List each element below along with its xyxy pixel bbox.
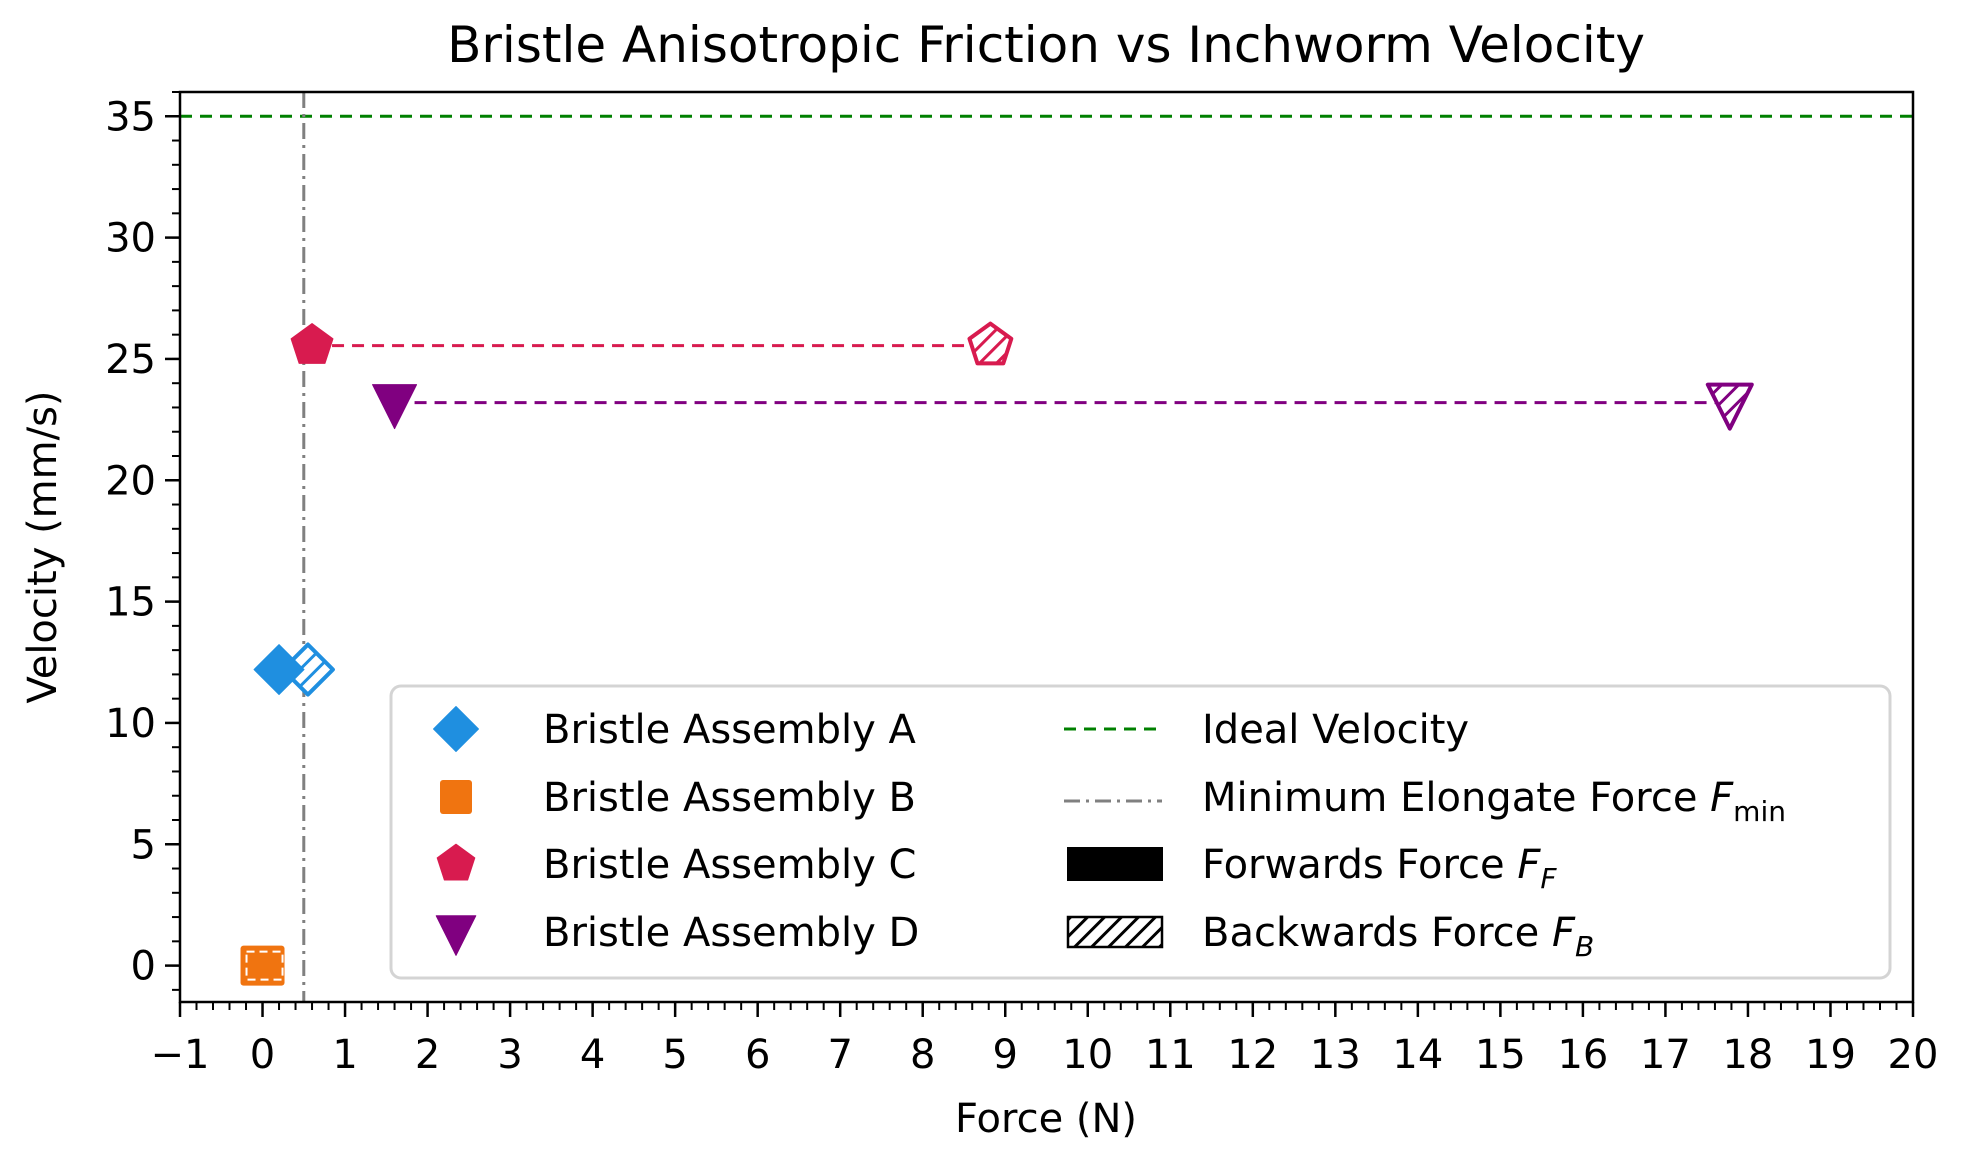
series-bristle-assembly-b: [240, 945, 285, 986]
x-tick-label: 10: [1062, 1032, 1113, 1078]
legend-label: Minimum Elongate Force Fmin: [1202, 775, 1786, 828]
series-bristle-assembly-c: [290, 321, 1014, 366]
forward-force-marker: [372, 384, 418, 430]
x-tick-label: 12: [1227, 1032, 1278, 1078]
legend-label: Bristle Assembly C: [543, 842, 916, 888]
legend-label: Backwards Force FB: [1202, 910, 1594, 963]
legend-label: Ideal Velocity: [1202, 707, 1469, 753]
plot-area: [180, 92, 1913, 1002]
x-tick-label: −1: [151, 1032, 210, 1078]
x-tick-label: 3: [497, 1032, 522, 1078]
y-tick-label: 35: [105, 94, 156, 140]
x-tick-label: 9: [993, 1032, 1018, 1078]
legend-box: [389, 684, 1892, 980]
series-bristle-assembly-d: [372, 382, 1754, 431]
x-tick-label: 8: [910, 1032, 935, 1078]
series-bristle-assembly-a: [253, 642, 335, 697]
legend-pentagon-icon: [436, 843, 476, 881]
y-tick-label: 5: [131, 822, 156, 868]
x-tick-label: 6: [745, 1032, 770, 1078]
legend: Bristle Assembly A Bristle Assembly B Bris…: [389, 684, 1892, 980]
legend-square-icon: [440, 780, 472, 814]
backward-force-marker: [1705, 382, 1754, 431]
forward-force-marker: [290, 323, 334, 364]
x-tick-label: 2: [415, 1032, 440, 1078]
x-tick-label: 15: [1475, 1032, 1526, 1078]
x-tick-label: 1: [332, 1032, 357, 1078]
forward-force-marker: [240, 945, 285, 986]
x-tick-label: 0: [250, 1032, 275, 1078]
y-axis: 0 5 10 15 20 25 30 35: [105, 91, 180, 991]
y-tick-label: 15: [105, 580, 156, 626]
x-tick-label: 19: [1805, 1032, 1856, 1078]
x-tick-label: 5: [662, 1032, 687, 1078]
axes-frame: [178, 90, 1915, 1004]
x-tick-label: 14: [1392, 1032, 1443, 1078]
forward-force-marker: [253, 644, 305, 696]
legend-label: Bristle Assembly A: [543, 707, 916, 753]
x-tick-label: 20: [1888, 1032, 1939, 1078]
y-tick-label: 30: [105, 216, 156, 262]
legend-label: Bristle Assembly B: [543, 775, 916, 821]
x-tick-label: 18: [1722, 1032, 1773, 1078]
legend-hatched-patch-icon: [1066, 915, 1164, 949]
backward-force-marker: [967, 321, 1014, 366]
x-tick-label: 16: [1557, 1032, 1608, 1078]
x-tick-label: 17: [1640, 1032, 1691, 1078]
chart-title: Bristle Anisotropic Friction vs Inchworm…: [447, 16, 1645, 74]
y-axis-label: Velocity (mm/s): [20, 390, 66, 703]
legend-diamond-icon: [433, 706, 479, 752]
y-tick-label: 25: [105, 337, 156, 383]
y-tick-label: 10: [105, 701, 156, 747]
x-axis-label: Force (N): [955, 1096, 1137, 1142]
legend-triangle-down-icon: [435, 915, 477, 956]
legend-solid-patch-icon: [1067, 847, 1163, 881]
y-tick-label: 0: [131, 944, 156, 990]
legend-label: Bristle Assembly D: [543, 910, 919, 956]
x-tick-label: 13: [1310, 1032, 1361, 1078]
x-axis: −1 0 1 2 3 4 5 6 7 8 9 10 11 12 13 14 15 16 17 18 19 20: [151, 1002, 1939, 1078]
x-tick-label: 11: [1145, 1032, 1196, 1078]
y-tick-label: 20: [105, 458, 156, 504]
legend-label: Forwards Force FF: [1202, 842, 1557, 895]
x-tick-label: 4: [580, 1032, 605, 1078]
backward-force-marker: [245, 950, 284, 981]
x-tick-label: 7: [827, 1032, 852, 1078]
